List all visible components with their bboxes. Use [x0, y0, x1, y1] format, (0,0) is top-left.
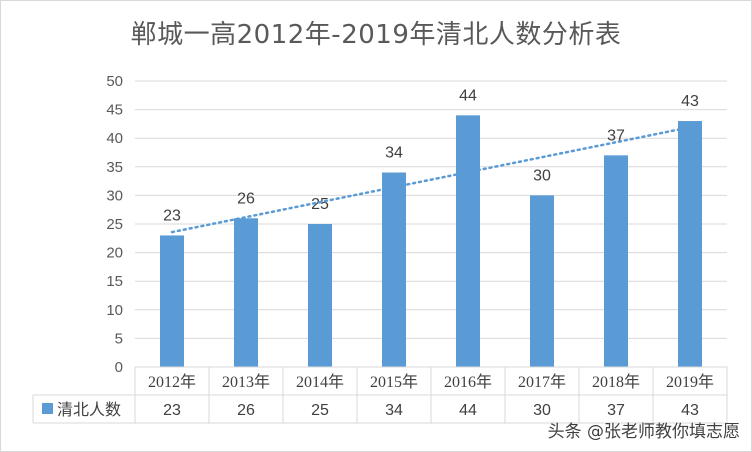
data-label: 44 — [459, 87, 477, 104]
y-tick-label: 25 — [106, 216, 123, 233]
x-category-label: 2013年 — [222, 373, 270, 391]
table-value: 44 — [459, 402, 477, 419]
y-tick-label: 35 — [106, 159, 123, 176]
y-tick-label: 30 — [106, 187, 123, 204]
table-value: 34 — [385, 402, 403, 419]
data-label: 34 — [385, 145, 403, 162]
x-category-label: 2016年 — [444, 373, 492, 391]
chart-title: 郸城一高2012年-2019年清北人数分析表 — [130, 20, 622, 50]
x-category-label: 2014年 — [296, 373, 344, 391]
table-value: 25 — [311, 402, 329, 419]
watermark: 头条 @张老师教你填志愿 — [547, 422, 740, 442]
bar — [456, 115, 480, 367]
table-value: 26 — [237, 402, 255, 419]
data-label: 30 — [533, 167, 551, 184]
legend-key — [42, 403, 53, 414]
table-value: 30 — [533, 402, 551, 419]
bar — [530, 195, 554, 367]
data-label: 43 — [681, 93, 699, 110]
table-value: 37 — [607, 402, 625, 419]
x-category-label: 2018年 — [592, 373, 640, 391]
y-tick-label: 5 — [115, 330, 123, 347]
y-tick-label: 15 — [106, 273, 123, 290]
bar — [308, 224, 332, 367]
x-category-label: 2015年 — [370, 373, 418, 391]
y-tick-label: 50 — [106, 73, 123, 90]
table-value: 43 — [681, 402, 699, 419]
legend-series-name: 清北人数 — [57, 400, 121, 419]
y-tick-label: 10 — [106, 302, 123, 319]
y-tick-label: 40 — [106, 130, 123, 147]
bar — [604, 155, 628, 367]
bar — [678, 121, 702, 367]
x-category-label: 2019年 — [666, 373, 714, 391]
data-label: 23 — [163, 207, 181, 224]
y-tick-label: 20 — [106, 245, 123, 262]
y-tick-label: 45 — [106, 102, 123, 119]
x-category-label: 2017年 — [518, 373, 566, 391]
table-value: 23 — [163, 402, 181, 419]
x-category-label: 2012年 — [148, 373, 196, 391]
bar — [234, 218, 258, 367]
bar — [160, 235, 184, 367]
y-tick-label: 0 — [115, 359, 123, 376]
bar — [382, 172, 406, 367]
trendline — [170, 125, 692, 234]
data-label: 26 — [237, 190, 255, 207]
